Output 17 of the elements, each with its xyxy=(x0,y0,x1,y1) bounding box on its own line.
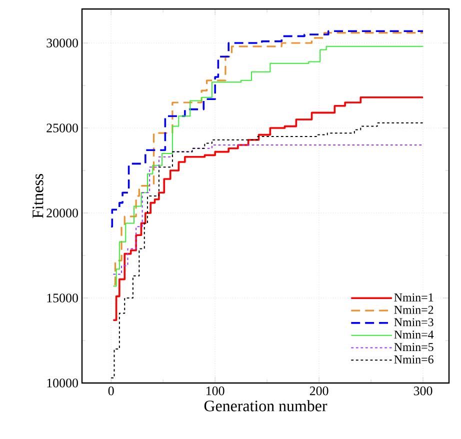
y-tick-label: 20000 xyxy=(46,208,78,218)
legend-label: Nmin=6 xyxy=(394,355,434,364)
y-axis-title: Fitness xyxy=(32,174,44,218)
legend-label: Nmin=4 xyxy=(394,330,434,339)
legend-label: Nmin=3 xyxy=(394,318,434,326)
legend-label: Nmin=5 xyxy=(394,343,434,352)
x-tick-label: 0 xyxy=(108,386,114,396)
legend-label: Nmin=1 xyxy=(394,293,434,302)
x-axis-title: Generation number xyxy=(204,400,328,412)
legend-label: Nmin=2 xyxy=(394,306,434,314)
y-tick-label: 15000 xyxy=(47,294,78,302)
y-tick-label: 30000 xyxy=(46,38,78,48)
x-tick-label: 200 xyxy=(310,386,328,396)
x-tick-label: 100 xyxy=(206,386,224,396)
y-tick-label: 25000 xyxy=(46,124,78,132)
x-tick-label: 300 xyxy=(414,386,432,396)
y-tick-label: 10000 xyxy=(47,378,78,388)
